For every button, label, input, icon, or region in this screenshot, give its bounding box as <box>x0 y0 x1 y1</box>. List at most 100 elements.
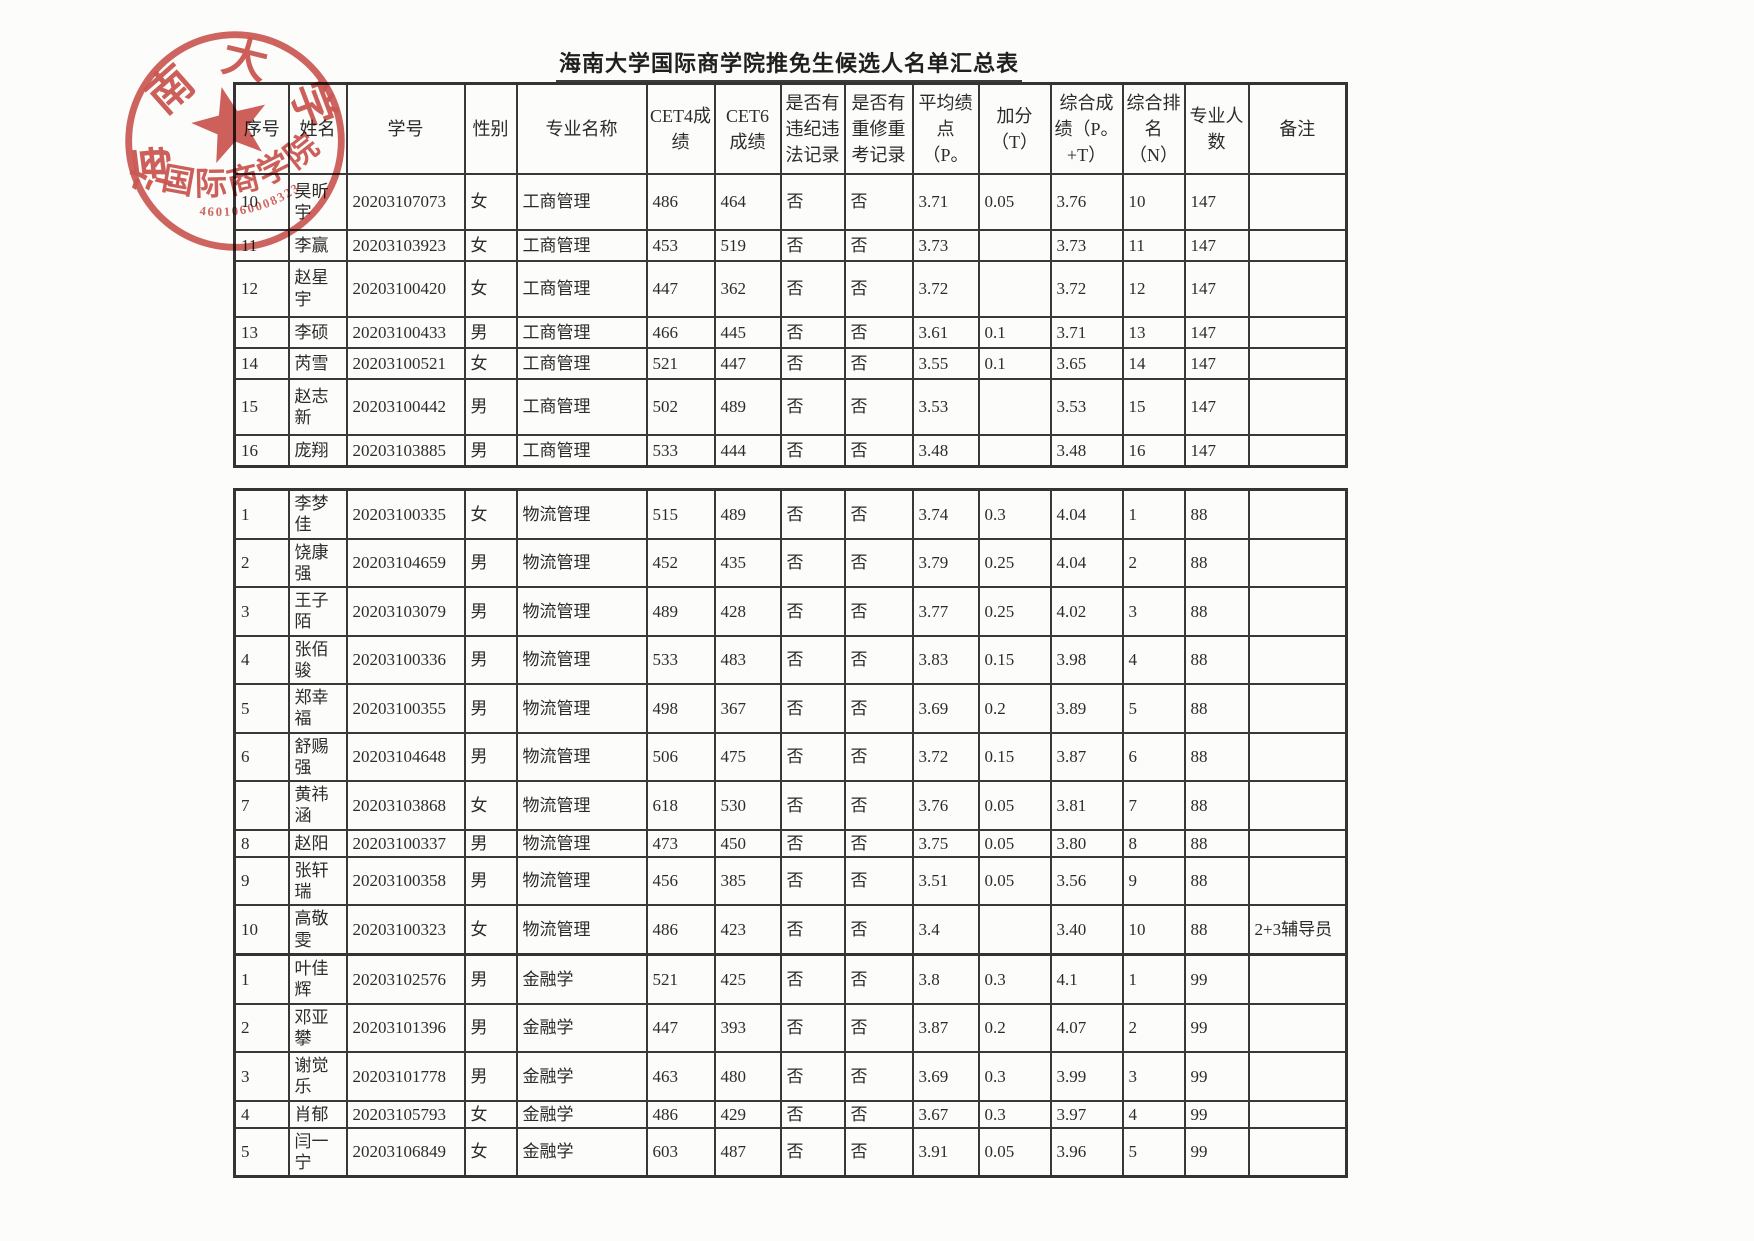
table-body: 1 叶佳辉 20203102576 男金融学 521 425 否否 3.8 0.3 4.1 1 99 2… <box>233 953 1348 1178</box>
table-cell: 20203100323 <box>345 904 466 956</box>
table-cell: 否 <box>779 683 846 734</box>
table-cell: 3.87 <box>911 1002 980 1053</box>
table-cell: 3.48 <box>911 433 980 468</box>
table-cell: 否 <box>779 634 846 685</box>
table-cell: 否 <box>843 855 914 907</box>
column-header: 专业名称 <box>515 82 648 175</box>
table-cell: 99 <box>1183 1099 1250 1129</box>
table-cell: 3.61 <box>911 315 980 349</box>
table-cell <box>1247 1126 1348 1178</box>
table-cell <box>1247 1099 1348 1129</box>
table-cell: 3.40 <box>1049 904 1124 956</box>
table-cell: 男 <box>463 634 518 685</box>
table-cell: 20203103885 <box>345 433 466 468</box>
page-title: 海南大学国际商学院推免生候选人名单汇总表 <box>555 46 1022 82</box>
table-cell: 530 <box>713 780 782 831</box>
table-cell: 3.69 <box>911 1051 980 1102</box>
table-cell: 否 <box>843 634 914 685</box>
table-cell: 3.75 <box>911 828 980 858</box>
table-cell: 否 <box>779 433 846 468</box>
table-cell: 20203100355 <box>345 683 466 734</box>
table-cell: 498 <box>645 683 716 734</box>
table-cell: 否 <box>779 173 846 231</box>
table-cell: 20203101396 <box>345 1002 466 1053</box>
table-cell: 435 <box>713 537 782 588</box>
table-cell: 否 <box>843 1051 914 1102</box>
table-row: 3 谢觉乐 20203101778 男金融学 463 480 否否 3.69 0.3 3.99 3 9… <box>233 1051 1348 1102</box>
table-cell: 男 <box>463 731 518 782</box>
table-cell: 物流管理 <box>515 634 648 685</box>
table-cell: 20203104659 <box>345 537 466 588</box>
column-header: 备注 <box>1247 82 1348 175</box>
table-cell: 工商管理 <box>515 315 648 349</box>
table-cell: 3 <box>233 1051 290 1102</box>
column-header: CET6成绩 <box>713 82 782 175</box>
table-cell: 金融学 <box>515 1002 648 1053</box>
table-cell: 否 <box>779 1099 846 1129</box>
table-cell: 男 <box>463 586 518 637</box>
table-cell: 金融学 <box>515 1099 648 1129</box>
table-cell: 14 <box>233 346 290 381</box>
column-header: 姓名 <box>287 82 348 175</box>
table-row: 5 闫一宁 20203106849 女金融学 603 487 否否 3.91 0.05 3.96 5… <box>233 1126 1348 1178</box>
table-cell: 女 <box>463 346 518 381</box>
table-cell: 519 <box>713 228 782 262</box>
table-cell <box>1247 586 1348 637</box>
table-cell: 13 <box>233 315 290 349</box>
table-cell: 赵志新 <box>287 378 348 436</box>
table-cell: 女 <box>463 488 518 540</box>
table-cell <box>1247 259 1348 318</box>
table-cell: 3.8 <box>911 953 980 1005</box>
table-cell: 3.72 <box>911 731 980 782</box>
table-row: 15 赵志新 20203100442 男工商管理 502 489 否否 3.53 3.53 15 1… <box>233 378 1348 436</box>
table-cell: 20203100442 <box>345 378 466 436</box>
table-cell: 487 <box>713 1126 782 1178</box>
column-header: 综合排名（N） <box>1121 82 1186 175</box>
table-cell: 8 <box>233 828 290 858</box>
table-cell: 高敬雯 <box>287 904 348 956</box>
table-cell: 486 <box>645 1099 716 1129</box>
table-cell: 20203100358 <box>345 855 466 907</box>
table-cell: 否 <box>843 488 914 540</box>
table-cell: 3 <box>1121 1051 1186 1102</box>
table-row: 2 饶康强 20203104659 男物流管理 452 435 否否 3.79 0.25 4.04… <box>233 537 1348 588</box>
table-cell: 0.3 <box>977 488 1052 540</box>
table-cell: 1 <box>1121 953 1186 1005</box>
table-cell: 603 <box>645 1126 716 1178</box>
table-cell: 3.69 <box>911 683 980 734</box>
table-cell <box>977 904 1052 956</box>
table-cell: 工商管理 <box>515 378 648 436</box>
table-cell: 男 <box>463 953 518 1005</box>
table-cell <box>1247 537 1348 588</box>
table-cell: 20203105793 <box>345 1099 466 1129</box>
table-cell: 20203100433 <box>345 315 466 349</box>
table-cell: 88 <box>1183 904 1250 956</box>
table-cell: 女 <box>463 228 518 262</box>
table-cell: 20203100336 <box>345 634 466 685</box>
table-cell: 女 <box>463 259 518 318</box>
table-cell: 10 <box>1121 173 1186 231</box>
table-cell: 99 <box>1183 953 1250 1005</box>
table-cell: 否 <box>843 1099 914 1129</box>
table-cell: 女 <box>463 904 518 956</box>
table-cell: 否 <box>843 537 914 588</box>
table-cell: 男 <box>463 1002 518 1053</box>
table-cell: 533 <box>645 634 716 685</box>
table-cell: 昊昕宇 <box>287 173 348 231</box>
table-cell: 483 <box>713 634 782 685</box>
table-cell: 男 <box>463 537 518 588</box>
table-cell: 10 <box>233 173 290 231</box>
table-cell: 6 <box>233 731 290 782</box>
table-cell: 88 <box>1183 855 1250 907</box>
table-cell: 3.53 <box>911 378 980 436</box>
table-cell: 88 <box>1183 537 1250 588</box>
column-header: 平均绩点（P。 <box>911 82 980 175</box>
table-cell: 3.89 <box>1049 683 1124 734</box>
table-cell: 赵星宇 <box>287 259 348 318</box>
table-cell: 20203100521 <box>345 346 466 381</box>
table-cell: 3.65 <box>1049 346 1124 381</box>
table-cell: 2 <box>233 537 290 588</box>
table-cell: 7 <box>233 780 290 831</box>
table-cell: 16 <box>1121 433 1186 468</box>
